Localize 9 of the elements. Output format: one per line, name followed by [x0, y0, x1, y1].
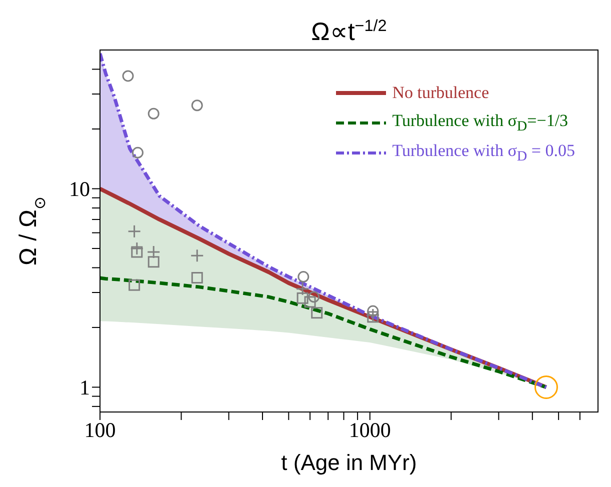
legend-label: Turbulence with σ$_{D}$ = 0.05 [392, 140, 575, 166]
y-tick-label: 1 [80, 376, 90, 400]
x-tick-label: 1000 [348, 418, 391, 442]
chart-title: Ω∝t$^{−1/2}$ [311, 17, 387, 46]
x-axis-title: t (Age in MYr) [281, 450, 417, 475]
legend-label: Turbulence with σ$_{D}$=−1/3 [392, 110, 568, 136]
x-tick-label: 100 [84, 418, 116, 442]
y-tick-label: 10 [69, 177, 90, 202]
legend-label: No turbulence [392, 83, 489, 103]
